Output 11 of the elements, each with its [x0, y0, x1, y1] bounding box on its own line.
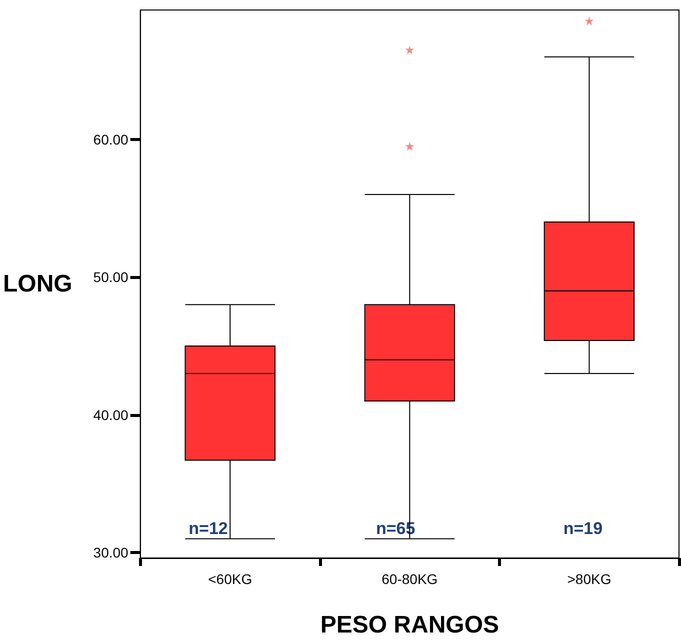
x-tick-label: 60-80KG — [382, 571, 438, 587]
x-tick-label: >80KG — [567, 571, 612, 587]
x-axis-title: PESO RANGOS — [320, 612, 500, 638]
annotation: n=19 — [563, 519, 603, 538]
annotation: n=12 — [188, 519, 228, 538]
y-tick-label: 40.00 — [93, 406, 129, 423]
x-tick-label: <60KG — [208, 571, 252, 587]
y-tick-label: 60.00 — [93, 131, 129, 148]
y-axis-title: LONG — [3, 270, 72, 298]
y-tick-label: 30.00 — [93, 544, 129, 560]
y-tick-label: 50.00 — [93, 269, 129, 286]
